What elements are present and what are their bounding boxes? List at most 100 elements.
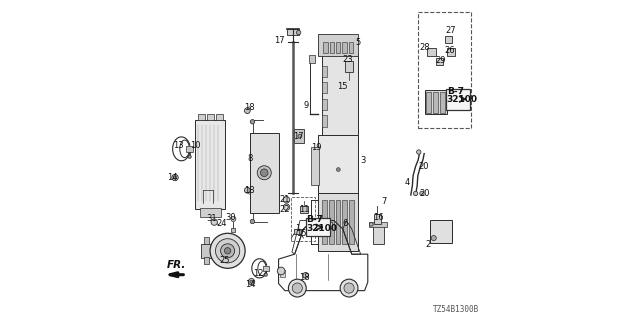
Bar [186,146,193,152]
Circle shape [248,278,255,285]
Text: 23: 23 [343,55,353,64]
Circle shape [289,279,306,297]
Text: 24: 24 [216,219,227,228]
Text: 19: 19 [312,143,322,152]
Bar [369,222,387,227]
Text: 18: 18 [244,186,255,195]
Circle shape [216,239,240,263]
Bar [374,213,381,224]
Circle shape [340,279,358,297]
FancyBboxPatch shape [287,29,300,35]
Bar [321,53,358,139]
Text: 17: 17 [274,36,285,45]
Bar [204,257,209,264]
Bar [300,206,308,212]
Circle shape [244,188,250,193]
FancyBboxPatch shape [294,129,305,143]
Bar [342,42,347,53]
Circle shape [173,176,177,179]
Text: TZ54B1300B: TZ54B1300B [433,305,479,314]
Text: 20: 20 [419,189,429,198]
Bar [312,147,319,186]
Circle shape [284,197,290,203]
Bar [291,197,315,241]
Bar [280,270,285,276]
Bar [263,266,269,271]
Text: 15: 15 [296,229,307,238]
Bar [202,244,212,258]
Bar [430,220,452,243]
Bar [342,200,347,244]
Circle shape [225,248,231,254]
Bar [322,200,327,244]
Text: 8: 8 [247,154,253,163]
Circle shape [257,166,271,180]
Bar [424,90,447,114]
Bar [440,92,445,113]
Bar [321,99,327,110]
Bar [306,218,330,236]
Circle shape [413,191,418,196]
Bar [372,224,384,244]
Text: 21: 21 [279,195,289,204]
Circle shape [431,236,436,241]
Circle shape [420,191,424,196]
Circle shape [369,222,373,226]
Text: 4: 4 [405,178,410,187]
Circle shape [296,30,301,35]
Bar [316,222,332,228]
Bar [294,229,301,234]
Bar [319,134,358,198]
Circle shape [250,219,255,224]
Circle shape [221,244,235,258]
Circle shape [250,280,253,283]
Text: FR.: FR. [166,260,186,270]
Text: 5: 5 [355,38,360,47]
Text: 32100: 32100 [306,224,337,233]
Text: 18: 18 [300,273,310,282]
Text: 28: 28 [419,43,430,52]
Bar [321,116,327,126]
Text: 10: 10 [190,141,200,150]
Bar [329,200,333,244]
Circle shape [344,283,354,293]
Bar [418,12,470,128]
Bar [321,82,327,93]
Text: B-7: B-7 [447,87,465,96]
Circle shape [292,283,303,293]
Text: 3: 3 [360,156,365,164]
Bar [319,194,358,251]
Circle shape [277,267,285,275]
Bar [335,200,340,244]
Circle shape [211,219,218,225]
Text: 1: 1 [295,224,300,233]
Text: 9: 9 [303,101,308,110]
Circle shape [417,150,421,154]
Bar [323,42,328,53]
Circle shape [303,272,308,278]
Circle shape [298,134,302,138]
Text: 20: 20 [419,162,429,171]
Text: 12: 12 [253,268,263,278]
Text: 27: 27 [445,27,456,36]
Circle shape [260,169,268,177]
Bar [336,42,340,53]
Bar [427,49,436,56]
Circle shape [284,204,290,210]
Bar [319,34,358,56]
Bar [309,55,316,63]
Text: 14: 14 [245,280,256,289]
Bar [321,66,327,77]
Bar [436,58,444,65]
Circle shape [188,155,191,158]
Text: 6: 6 [343,219,348,228]
Bar [216,115,223,120]
Text: 13: 13 [173,141,184,150]
Bar [330,42,334,53]
Bar [198,115,205,120]
Bar [349,42,353,53]
Text: 22: 22 [279,205,289,214]
Text: 15: 15 [337,82,348,91]
Bar [250,133,278,212]
Bar [426,92,431,113]
